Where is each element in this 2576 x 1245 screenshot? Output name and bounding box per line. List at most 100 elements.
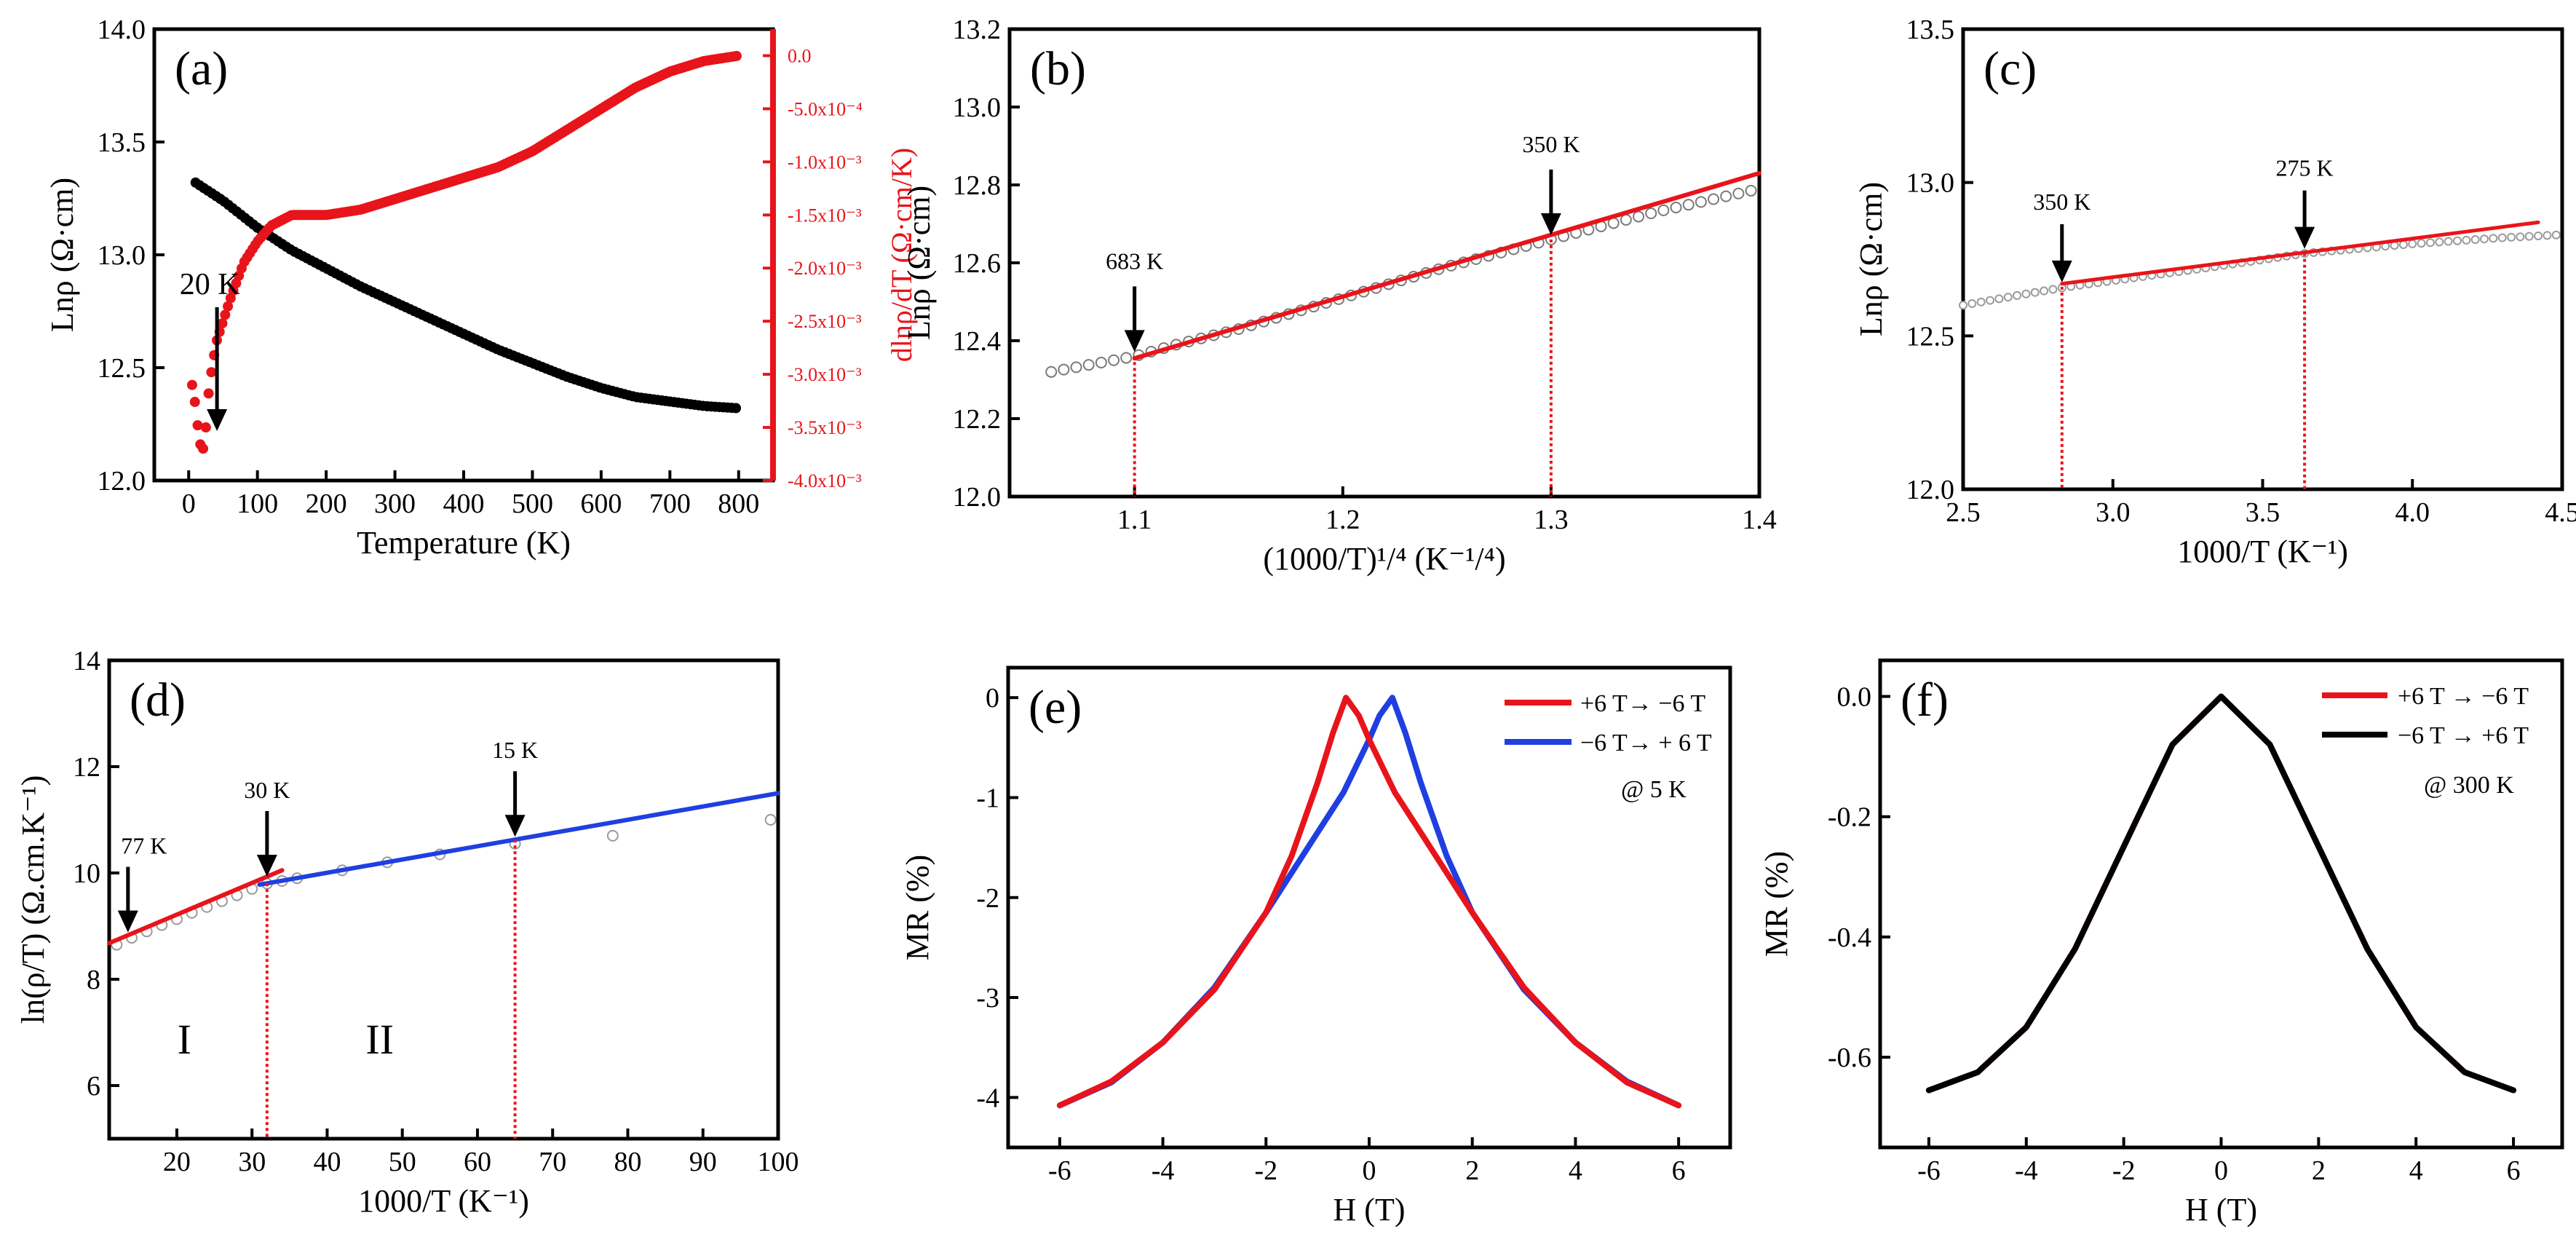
x-tick-label: 1.4	[1742, 505, 1777, 535]
data-point	[2435, 237, 2444, 247]
data-point	[2480, 234, 2489, 244]
x-tick-label: 100	[237, 489, 278, 519]
panel-e: -6 -4 -2 0 2 4 6 0 -1 -2 -3 -4 H (T) MR (%) (e) +6 T→ −…	[900, 665, 1732, 1228]
panel-c: 2.5 3.0 3.5 4.0 4.5 12.0 12.5 13.0 13.5 1000/T (K…	[1853, 15, 2576, 569]
x-tick-label: 30	[238, 1147, 266, 1177]
y-tick-label: -3	[976, 983, 999, 1013]
data-point	[764, 814, 777, 826]
data-point	[1976, 297, 1986, 307]
x-tick-label: 1.2	[1325, 505, 1360, 535]
panel-label: (a)	[175, 42, 228, 95]
data-point	[2040, 286, 2049, 296]
y-tick-label: 14	[73, 646, 100, 676]
series-dlnrho-point	[200, 422, 211, 433]
legend-label: +6 T → −6 T	[2398, 683, 2529, 710]
x-tick-label: 0	[2214, 1155, 2228, 1186]
data-point	[2543, 231, 2552, 240]
y-tick-label: -4	[976, 1083, 999, 1113]
data-point	[2425, 238, 2435, 248]
x-tick-label: 500	[512, 489, 553, 519]
panel-d: 20 30 40 50 60 70 80 90 100 6 8 10 12 14 1000/T (K⁻¹) l…	[15, 646, 799, 1219]
y2-tick-label: -1.0x10⁻³	[788, 151, 862, 173]
data-point	[2013, 290, 2022, 300]
data-point	[1967, 299, 1977, 308]
series-dlnrho-point	[189, 397, 200, 408]
data-point	[1058, 363, 1070, 376]
series-dlnrho-point	[192, 420, 203, 431]
legend-label: −6 T → +6 T	[2398, 722, 2529, 749]
y-axis-title: ln(ρ/T) (Ω.cm.K⁻¹)	[15, 775, 51, 1024]
x-tick-label: 1.1	[1117, 505, 1152, 535]
data-point	[1657, 204, 1670, 216]
x-tick-label: 4	[2409, 1155, 2423, 1186]
y-tick-label: 8	[87, 965, 100, 995]
x-axis-title: Temperature (K)	[357, 525, 571, 561]
fit-line-region-I	[107, 868, 285, 946]
y-tick-label: 12.8	[953, 170, 1002, 201]
annotation-label: 275 K	[2276, 155, 2334, 181]
annotation-label: 350 K	[2033, 189, 2090, 215]
y-tick-label: 10	[73, 858, 100, 889]
x-tick-label: 300	[374, 489, 416, 519]
y-tick-label: 0	[986, 683, 999, 714]
x-axis-title: 1000/T (K⁻¹)	[358, 1183, 529, 1219]
y-axis-title: Lnρ (Ω·cm)	[1853, 182, 1889, 336]
data-point	[2398, 240, 2408, 250]
x-tick-label: 4	[1569, 1155, 1582, 1186]
panel-label: (c)	[1983, 42, 2037, 95]
annotation-arrow-head	[2294, 226, 2315, 249]
y-tick-label: 12.5	[98, 353, 146, 384]
series-dlnrho-point	[217, 318, 228, 329]
x-tick-label: 2.5	[1946, 497, 1981, 528]
y-tick-label: 6	[87, 1071, 100, 1102]
x-tick-label: 3.5	[2246, 497, 2280, 528]
data-point	[606, 829, 619, 842]
series-dlnrho-point	[220, 309, 231, 320]
x-tick-label: -2	[2112, 1155, 2136, 1186]
series-black-line	[1925, 693, 2517, 1094]
y-tick-label: -0.6	[1828, 1043, 1871, 1073]
x-tick-label: 100	[758, 1147, 799, 1177]
x-tick-label: 90	[689, 1147, 717, 1177]
y-tick-label: -0.4	[1828, 922, 1871, 953]
data-point	[1045, 365, 1058, 378]
x-tick-label: 0	[1363, 1155, 1376, 1186]
x-tick-label: -6	[1917, 1155, 1941, 1186]
x-tick-label: 2	[1465, 1155, 1479, 1186]
data-point	[2021, 289, 2031, 299]
y-tick-label: 12.4	[953, 326, 1002, 357]
panel-f: -6 -4 -2 0 2 4 6 0.0 -0.2 -0.4 -0.6 H (T) MR (%) (f) +…	[1759, 658, 2564, 1228]
x-axis-title: H (T)	[2185, 1192, 2257, 1228]
series-dlnrho-point	[206, 367, 217, 378]
x-axis-title: H (T)	[1333, 1192, 1406, 1228]
x-tick-label: 3.0	[2096, 497, 2131, 528]
y-tick-label: 12	[73, 752, 100, 783]
series-dlnrho-point	[731, 50, 742, 61]
data-point	[1695, 196, 1707, 208]
panel-label: (b)	[1030, 42, 1086, 95]
legend-label: +6 T→ −6 T	[1580, 690, 1705, 717]
series-red-line	[1056, 695, 1682, 1109]
annotation-arrow-head	[207, 409, 228, 431]
x-tick-label: 20	[163, 1147, 191, 1177]
y-axis-title: Lnρ (Ω·cm)	[901, 186, 937, 340]
panel-label: (f)	[1901, 673, 1949, 727]
y2-tick-label: -3.0x10⁻³	[788, 364, 862, 385]
annotation-arrow-head	[1540, 213, 1561, 235]
legend-label: −6 T→ + 6 T	[1580, 730, 1712, 756]
annotation-label: 350 K	[1522, 131, 1580, 157]
x-tick-label: -6	[1048, 1155, 1071, 1186]
annotation-arrow-head	[117, 910, 138, 933]
data-point	[2497, 233, 2507, 242]
x-tick-label: 1.3	[1534, 505, 1569, 535]
data-point	[2048, 285, 2058, 294]
x-tick-label: 70	[539, 1147, 566, 1177]
x-axis-title: (1000/T)¹/⁴ (K⁻¹/⁴)	[1263, 541, 1505, 577]
temperature-note: @ 300 K	[2424, 772, 2514, 799]
y2-axis-title: dlnρ/dT (Ω·cm/K)	[885, 148, 918, 362]
x-tick-label: -4	[1152, 1155, 1175, 1186]
data-point	[2030, 288, 2040, 297]
data-point	[1745, 184, 1757, 197]
series-dlnrho-point	[203, 388, 214, 399]
